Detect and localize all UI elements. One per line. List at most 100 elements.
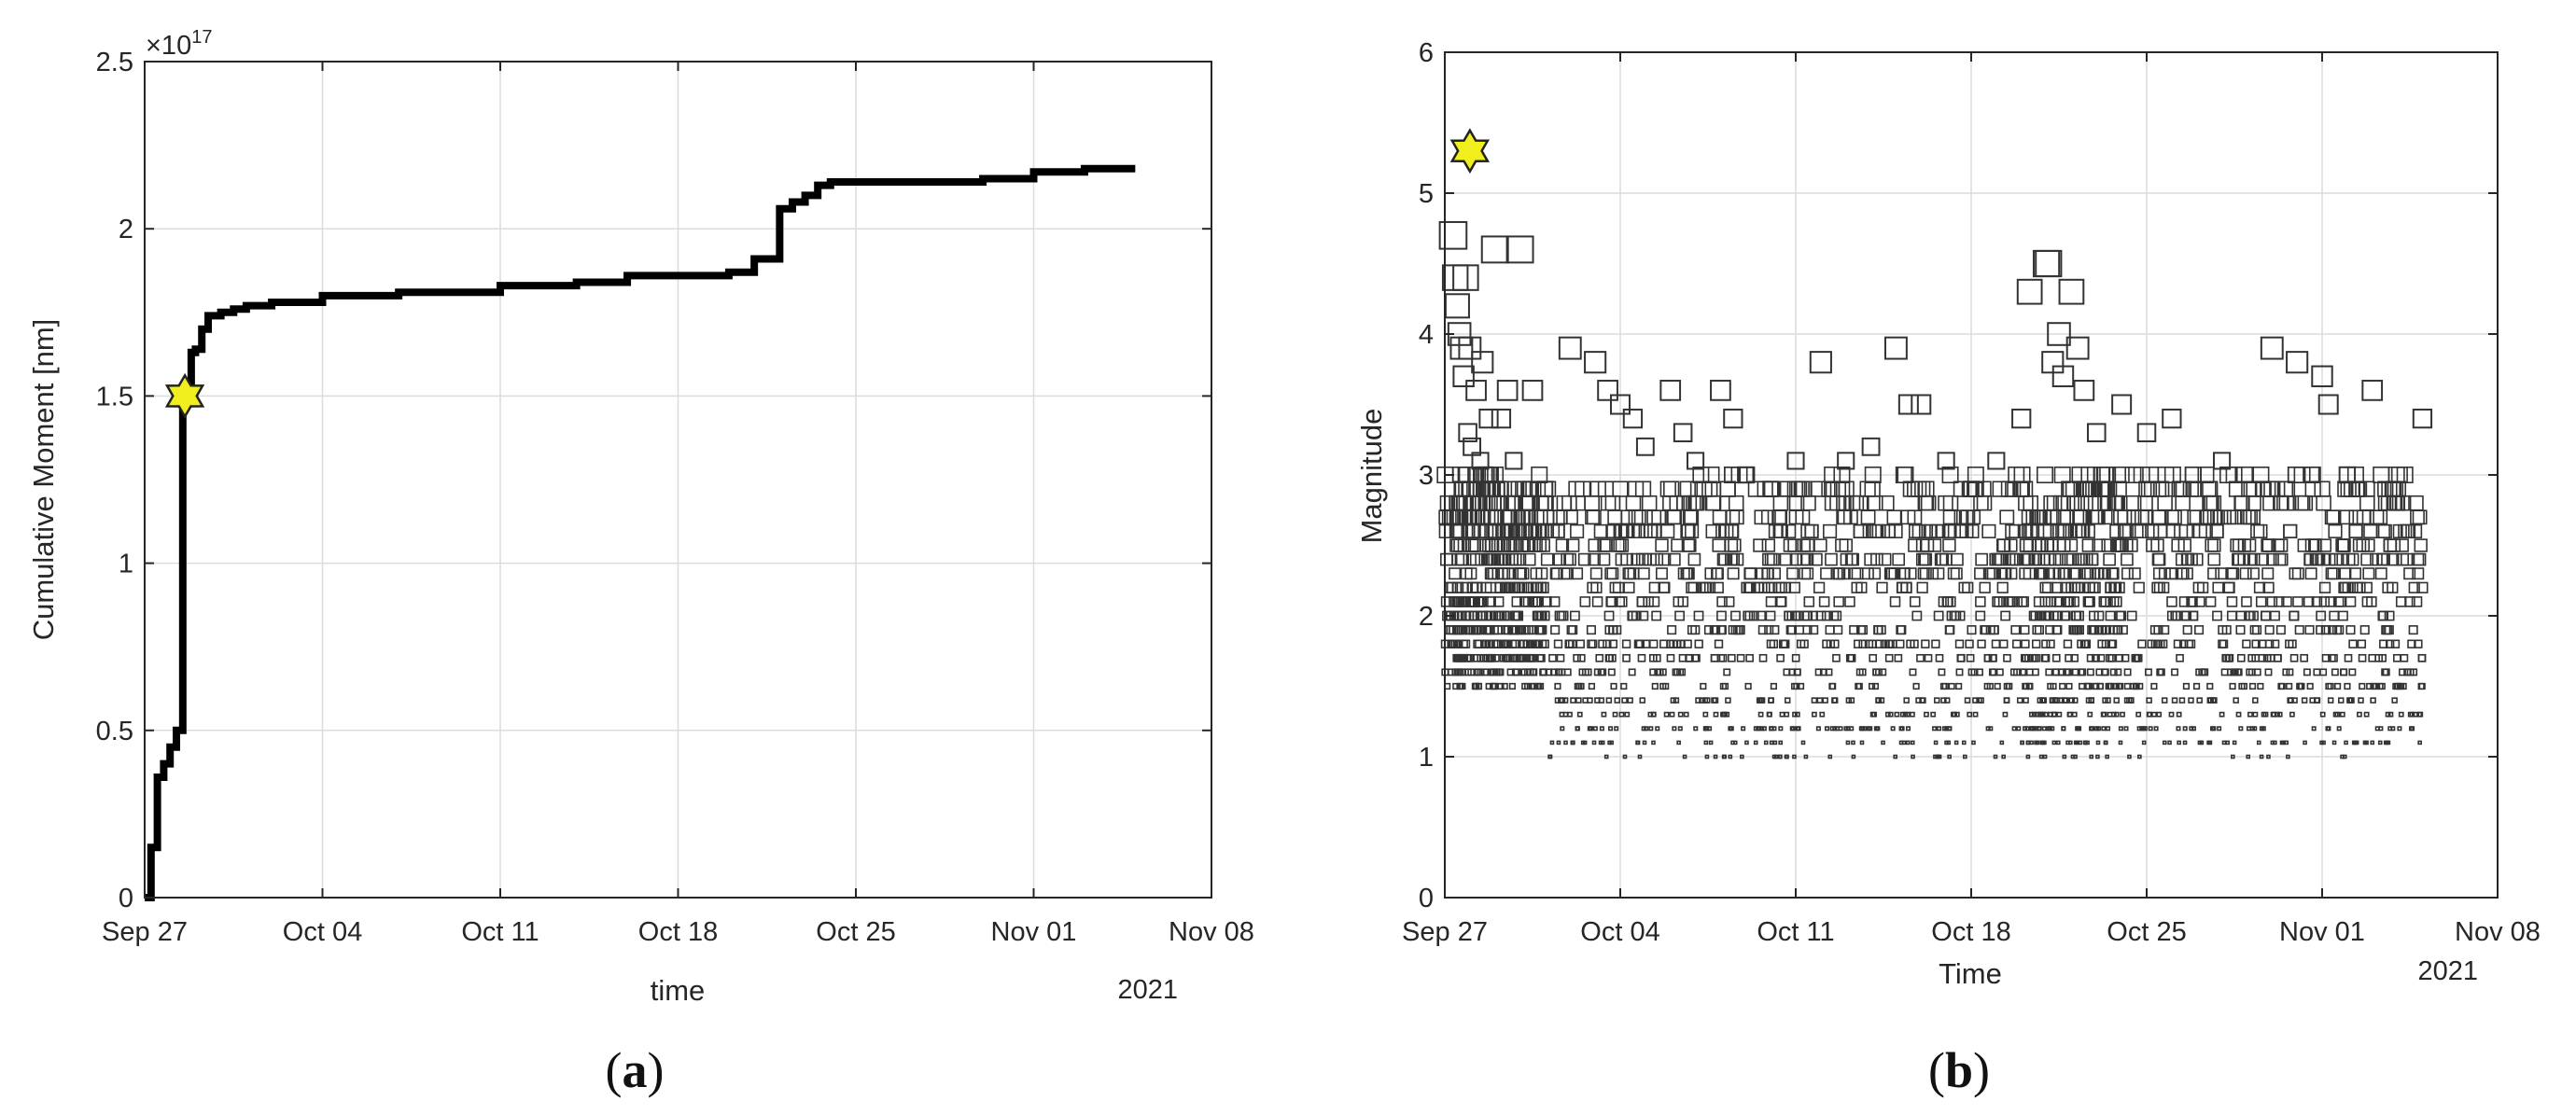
event-marker [1548, 596, 1561, 607]
event-marker [2219, 711, 2225, 718]
event-marker [1695, 697, 1701, 704]
event-marker [2207, 697, 2214, 704]
event-marker [1920, 697, 1926, 704]
event-marker [2150, 538, 2164, 552]
event-marker [1524, 682, 1532, 690]
event-marker [1533, 610, 1544, 621]
event-marker [2319, 711, 2326, 718]
event-marker [2242, 639, 2251, 648]
event-marker [1753, 538, 1767, 552]
event-marker [1734, 625, 1744, 635]
event-marker [1519, 639, 1528, 648]
event-marker [2218, 639, 2227, 648]
event-marker [1520, 668, 1529, 676]
event-marker [2191, 726, 2196, 732]
event-marker [1965, 639, 1974, 648]
event-marker [1792, 711, 1798, 718]
event-marker [2036, 466, 2053, 483]
event-marker [1892, 552, 1906, 566]
event-marker [2132, 682, 2140, 690]
event-marker [1570, 697, 1576, 704]
event-marker [2184, 466, 2202, 483]
event-marker [2004, 596, 2015, 607]
event-marker [2067, 711, 2073, 718]
event-marker [2088, 610, 2099, 621]
event-marker [1932, 726, 1938, 732]
event-marker [1610, 394, 1631, 415]
event-marker [1457, 538, 1472, 552]
event-marker [1964, 697, 1971, 704]
event-marker [2178, 596, 2191, 607]
event-marker [2025, 754, 2031, 760]
event-marker [2194, 596, 2205, 607]
event-marker [1622, 567, 1635, 580]
event-marker [2224, 653, 2233, 662]
event-marker [1700, 682, 1707, 690]
event-marker [1611, 538, 1625, 552]
event-marker [1480, 235, 1509, 264]
event-marker [1607, 668, 1616, 676]
event-marker [2162, 408, 2182, 429]
event-marker [2235, 711, 2242, 718]
event-marker [2052, 552, 2066, 566]
event-marker [1518, 495, 1534, 511]
event-marker [1446, 625, 1456, 635]
event-marker [2210, 697, 2218, 704]
event-marker [1893, 754, 1898, 760]
event-marker [2081, 481, 2099, 497]
event-marker [1456, 610, 1467, 621]
event-marker [1438, 523, 1453, 538]
event-marker [2128, 567, 2141, 580]
event-marker [2289, 711, 2295, 718]
event-marker [2023, 567, 2036, 580]
event-marker [2132, 653, 2140, 662]
event-marker [1644, 552, 1657, 566]
event-marker [2257, 639, 2267, 648]
event-marker [2045, 596, 2057, 607]
event-marker [1589, 567, 1603, 580]
event-marker [1476, 625, 1486, 635]
event-marker [2045, 668, 2053, 676]
panel-a-year-label: 2021 [1117, 975, 1178, 1005]
x-tick-label: Sep 27 [1402, 917, 1488, 947]
event-marker [1460, 581, 1472, 593]
event-marker [1790, 682, 1799, 690]
event-marker [2101, 538, 2115, 552]
event-marker [2316, 625, 2326, 635]
event-marker [1941, 726, 1947, 732]
event-marker [2107, 495, 2123, 511]
event-marker [2042, 740, 2047, 746]
event-marker [2327, 567, 2340, 580]
event-marker [1598, 639, 1607, 648]
event-marker [2056, 711, 2063, 718]
event-marker [1486, 552, 1499, 566]
event-marker [2091, 682, 2098, 690]
event-marker [1511, 625, 1521, 635]
event-marker [1524, 523, 1539, 538]
event-marker [2085, 552, 2099, 566]
event-marker [1758, 653, 1768, 662]
event-marker [1849, 567, 1862, 580]
event-marker [2349, 567, 2361, 580]
event-marker [2041, 726, 2047, 732]
event-marker [1844, 596, 1855, 607]
event-marker [1603, 610, 1615, 621]
event-marker [1957, 653, 1966, 662]
event-marker [2119, 523, 2134, 538]
event-marker [1672, 726, 1677, 732]
event-marker [1705, 523, 1720, 538]
event-marker [2303, 466, 2321, 483]
event-marker [1690, 653, 1700, 662]
event-marker [1475, 639, 1484, 648]
event-marker [1571, 740, 1575, 746]
event-marker [1685, 653, 1694, 662]
event-marker [1904, 567, 1917, 580]
event-marker [2179, 639, 2189, 648]
event-marker [1980, 625, 1990, 635]
x-tick-label: Oct 11 [1757, 917, 1834, 947]
event-marker [1511, 668, 1519, 676]
event-marker [2061, 481, 2078, 497]
event-marker [2112, 466, 2130, 483]
event-marker [1771, 726, 1777, 732]
event-marker [1533, 596, 1544, 607]
